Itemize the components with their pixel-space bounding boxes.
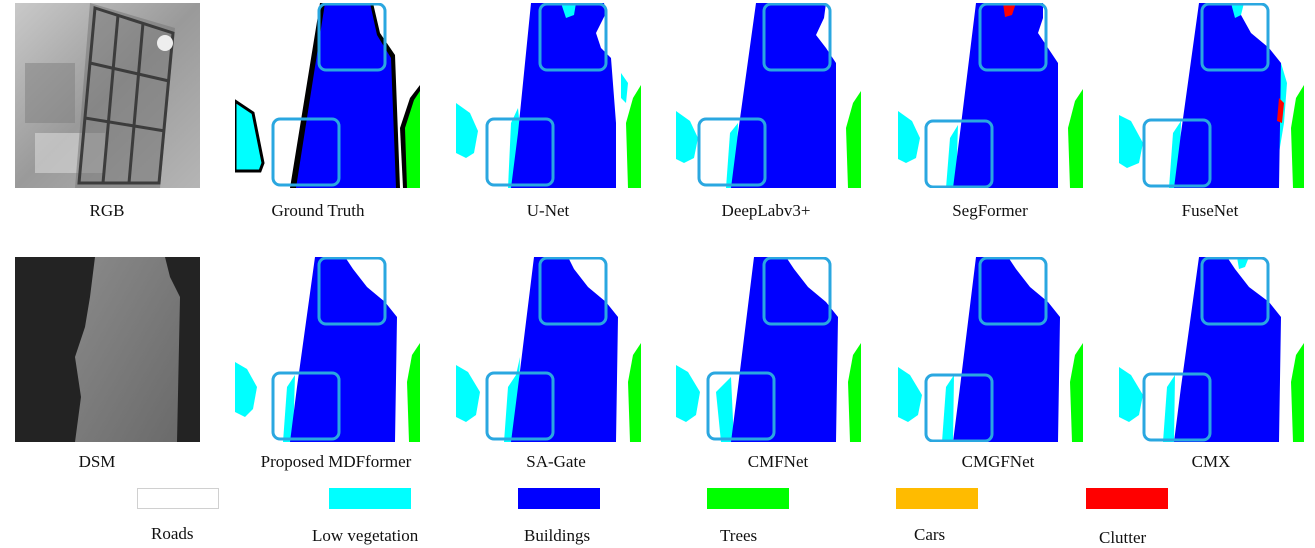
caption-deeplabv3: DeepLabv3+ [721,201,811,220]
legend-label-trees: Trees [720,526,758,545]
legend-label-clutter: Clutter [1099,528,1147,547]
legend-swatch-roads [137,488,219,509]
caption-fusenet: FuseNet [1181,201,1239,220]
unet-map [456,3,641,188]
caption-cmx: CMX [1191,452,1231,471]
legend-swatch-cars [896,488,978,509]
legend-swatch-clutter [1086,488,1168,509]
cmfnet-map [676,257,861,442]
ground-truth-map [235,3,420,188]
caption-ground-truth: Ground Truth [271,201,365,220]
legend-label-low-vegetation: Low vegetation [312,526,419,545]
deeplabv3-map [676,3,861,188]
caption-cmgfnet: CMGFNet [961,452,1035,471]
legend-label-cars: Cars [914,525,946,544]
caption-cmfnet: CMFNet [747,452,809,471]
caption-rgb: RGB [89,201,125,220]
caption-dsm: DSM [78,452,116,471]
legend-swatch-trees [707,488,789,509]
sa-gate-map [456,257,641,442]
caption-mdfformer: Proposed MDFformer [260,452,412,471]
rgb-image [15,3,200,188]
legend-label-roads: Roads [151,524,194,543]
legend-label-buildings: Buildings [524,526,591,545]
fusenet-map [1119,3,1304,188]
dsm-image [15,257,200,442]
cmgfnet-map [898,257,1083,442]
legend-swatch-low-vegetation [329,488,411,509]
caption-unet: U-Net [526,201,570,220]
legend-swatch-buildings [518,488,600,509]
caption-segformer: SegFormer [952,201,1028,220]
segformer-map [898,3,1083,188]
mdfformer-map [235,257,420,442]
caption-sa-gate: SA-Gate [526,452,586,471]
cmx-map [1119,257,1304,442]
